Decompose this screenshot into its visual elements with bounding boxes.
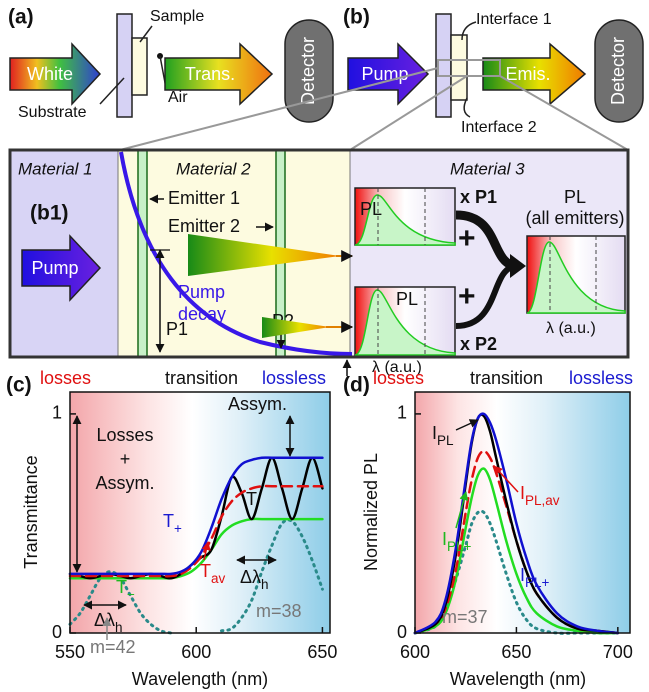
annotation-sub: av	[211, 571, 226, 586]
annotation-main: T	[116, 577, 127, 597]
region-label: transition	[165, 368, 238, 388]
emitter	[138, 150, 147, 357]
annotation-sub: PL,av	[525, 493, 560, 508]
sum-label: PL	[564, 187, 586, 207]
plus: +	[458, 222, 476, 255]
annotation-main: T	[200, 561, 211, 581]
y-axis-label: Normalized PL	[361, 453, 381, 571]
panel-a: (a) White Sample Substrate Air Trans. De…	[8, 6, 333, 122]
annotation-sub: −	[127, 587, 135, 602]
spectrum-inset: PL	[355, 188, 455, 245]
y-tick-label: 1	[52, 403, 62, 423]
x-axis-label: Wavelength (nm)	[132, 669, 268, 689]
sum-label: (all emitters)	[525, 208, 624, 228]
interface-label: Interface 1	[476, 11, 552, 28]
annotation: m=38	[256, 601, 302, 621]
x-tick-label: 600	[400, 642, 430, 662]
annotation-main: Δλ	[240, 567, 261, 587]
arrow-label: Trans.	[185, 64, 235, 84]
annotation-sub: h	[115, 620, 123, 635]
annotation-sub: +	[174, 521, 182, 536]
x-axis-label: Wavelength (nm)	[450, 669, 586, 689]
panel-label: (b)	[343, 6, 370, 29]
region-label: losses	[40, 368, 91, 388]
factor-label: x P2	[460, 334, 497, 354]
arrow-label: Emis.	[506, 64, 551, 84]
emitter-label: Emitter 1	[168, 188, 240, 208]
annotation: Assym.	[228, 394, 287, 414]
decay-label: Pump	[178, 282, 225, 302]
spectrum-inset: PL	[355, 287, 455, 355]
factor-label: x P1	[460, 187, 497, 207]
region-label: lossless	[262, 368, 326, 388]
region-label: lossless	[569, 368, 633, 388]
region-label: losses	[373, 368, 424, 388]
material-label: Material 1	[18, 159, 93, 178]
annotation-sub: PL+	[525, 575, 550, 590]
spectrum-inset	[527, 236, 625, 313]
leader	[464, 98, 470, 117]
substrate	[117, 14, 132, 117]
pl-label: PL	[360, 199, 382, 219]
detector-label: Detector	[298, 37, 318, 105]
panel-d: (d) losses transition lossless Wavelengt…	[343, 368, 633, 689]
panel-label: (b1)	[30, 202, 69, 225]
x-tick-label: 550	[55, 642, 85, 662]
annotation-main: T	[163, 511, 174, 531]
y-tick-label: 0	[52, 622, 62, 642]
annotation: T	[246, 489, 257, 509]
y-tick-label: 1	[397, 403, 407, 423]
annotation: +	[120, 449, 131, 469]
y-tick-label: 0	[397, 622, 407, 642]
x-tick-label: 700	[603, 642, 633, 662]
detector-label: Detector	[608, 37, 628, 105]
x-tick-label: 650	[501, 642, 531, 662]
substrate-label: Substrate	[18, 104, 87, 121]
arrow-label: White	[27, 64, 73, 84]
panel-label: (d)	[343, 374, 370, 397]
sample	[451, 35, 467, 100]
annotation-sub: h	[261, 577, 269, 592]
arrow-label: Pump	[31, 258, 78, 278]
region-label: transition	[470, 368, 543, 388]
sample-label: Sample	[150, 8, 204, 25]
panel-label: (a)	[8, 6, 34, 29]
panel-label: (c)	[6, 374, 32, 397]
x-tick-label: 600	[181, 642, 211, 662]
panel-b1: Material 1 Material 2 Material 3 (b1) Em…	[10, 150, 628, 376]
plus: +	[458, 280, 476, 313]
x-tick-label: 650	[307, 642, 337, 662]
air-label: Air	[168, 89, 188, 106]
annotation: m=37	[442, 607, 488, 627]
pl-label: PL	[396, 289, 418, 309]
annotation: Assym.	[95, 473, 154, 493]
material-label: Material 3	[450, 159, 525, 178]
material-label: Material 2	[176, 159, 251, 178]
emitter-label: Emitter 2	[168, 216, 240, 236]
interface-label: Interface 2	[461, 119, 537, 136]
sample	[132, 38, 147, 95]
y-axis-label: Transmittance	[21, 455, 41, 568]
axis-label: λ (a.u.)	[546, 320, 596, 337]
weight-label: P1	[166, 319, 188, 339]
annotation: Losses	[96, 425, 153, 445]
annotation: m=42	[90, 637, 136, 657]
annotation-main: Δλ	[94, 610, 115, 630]
annotation-sub: PL+	[447, 539, 472, 554]
annotation-sub: PL	[437, 433, 454, 448]
figure: (a) White Sample Substrate Air Trans. De…	[0, 0, 649, 692]
